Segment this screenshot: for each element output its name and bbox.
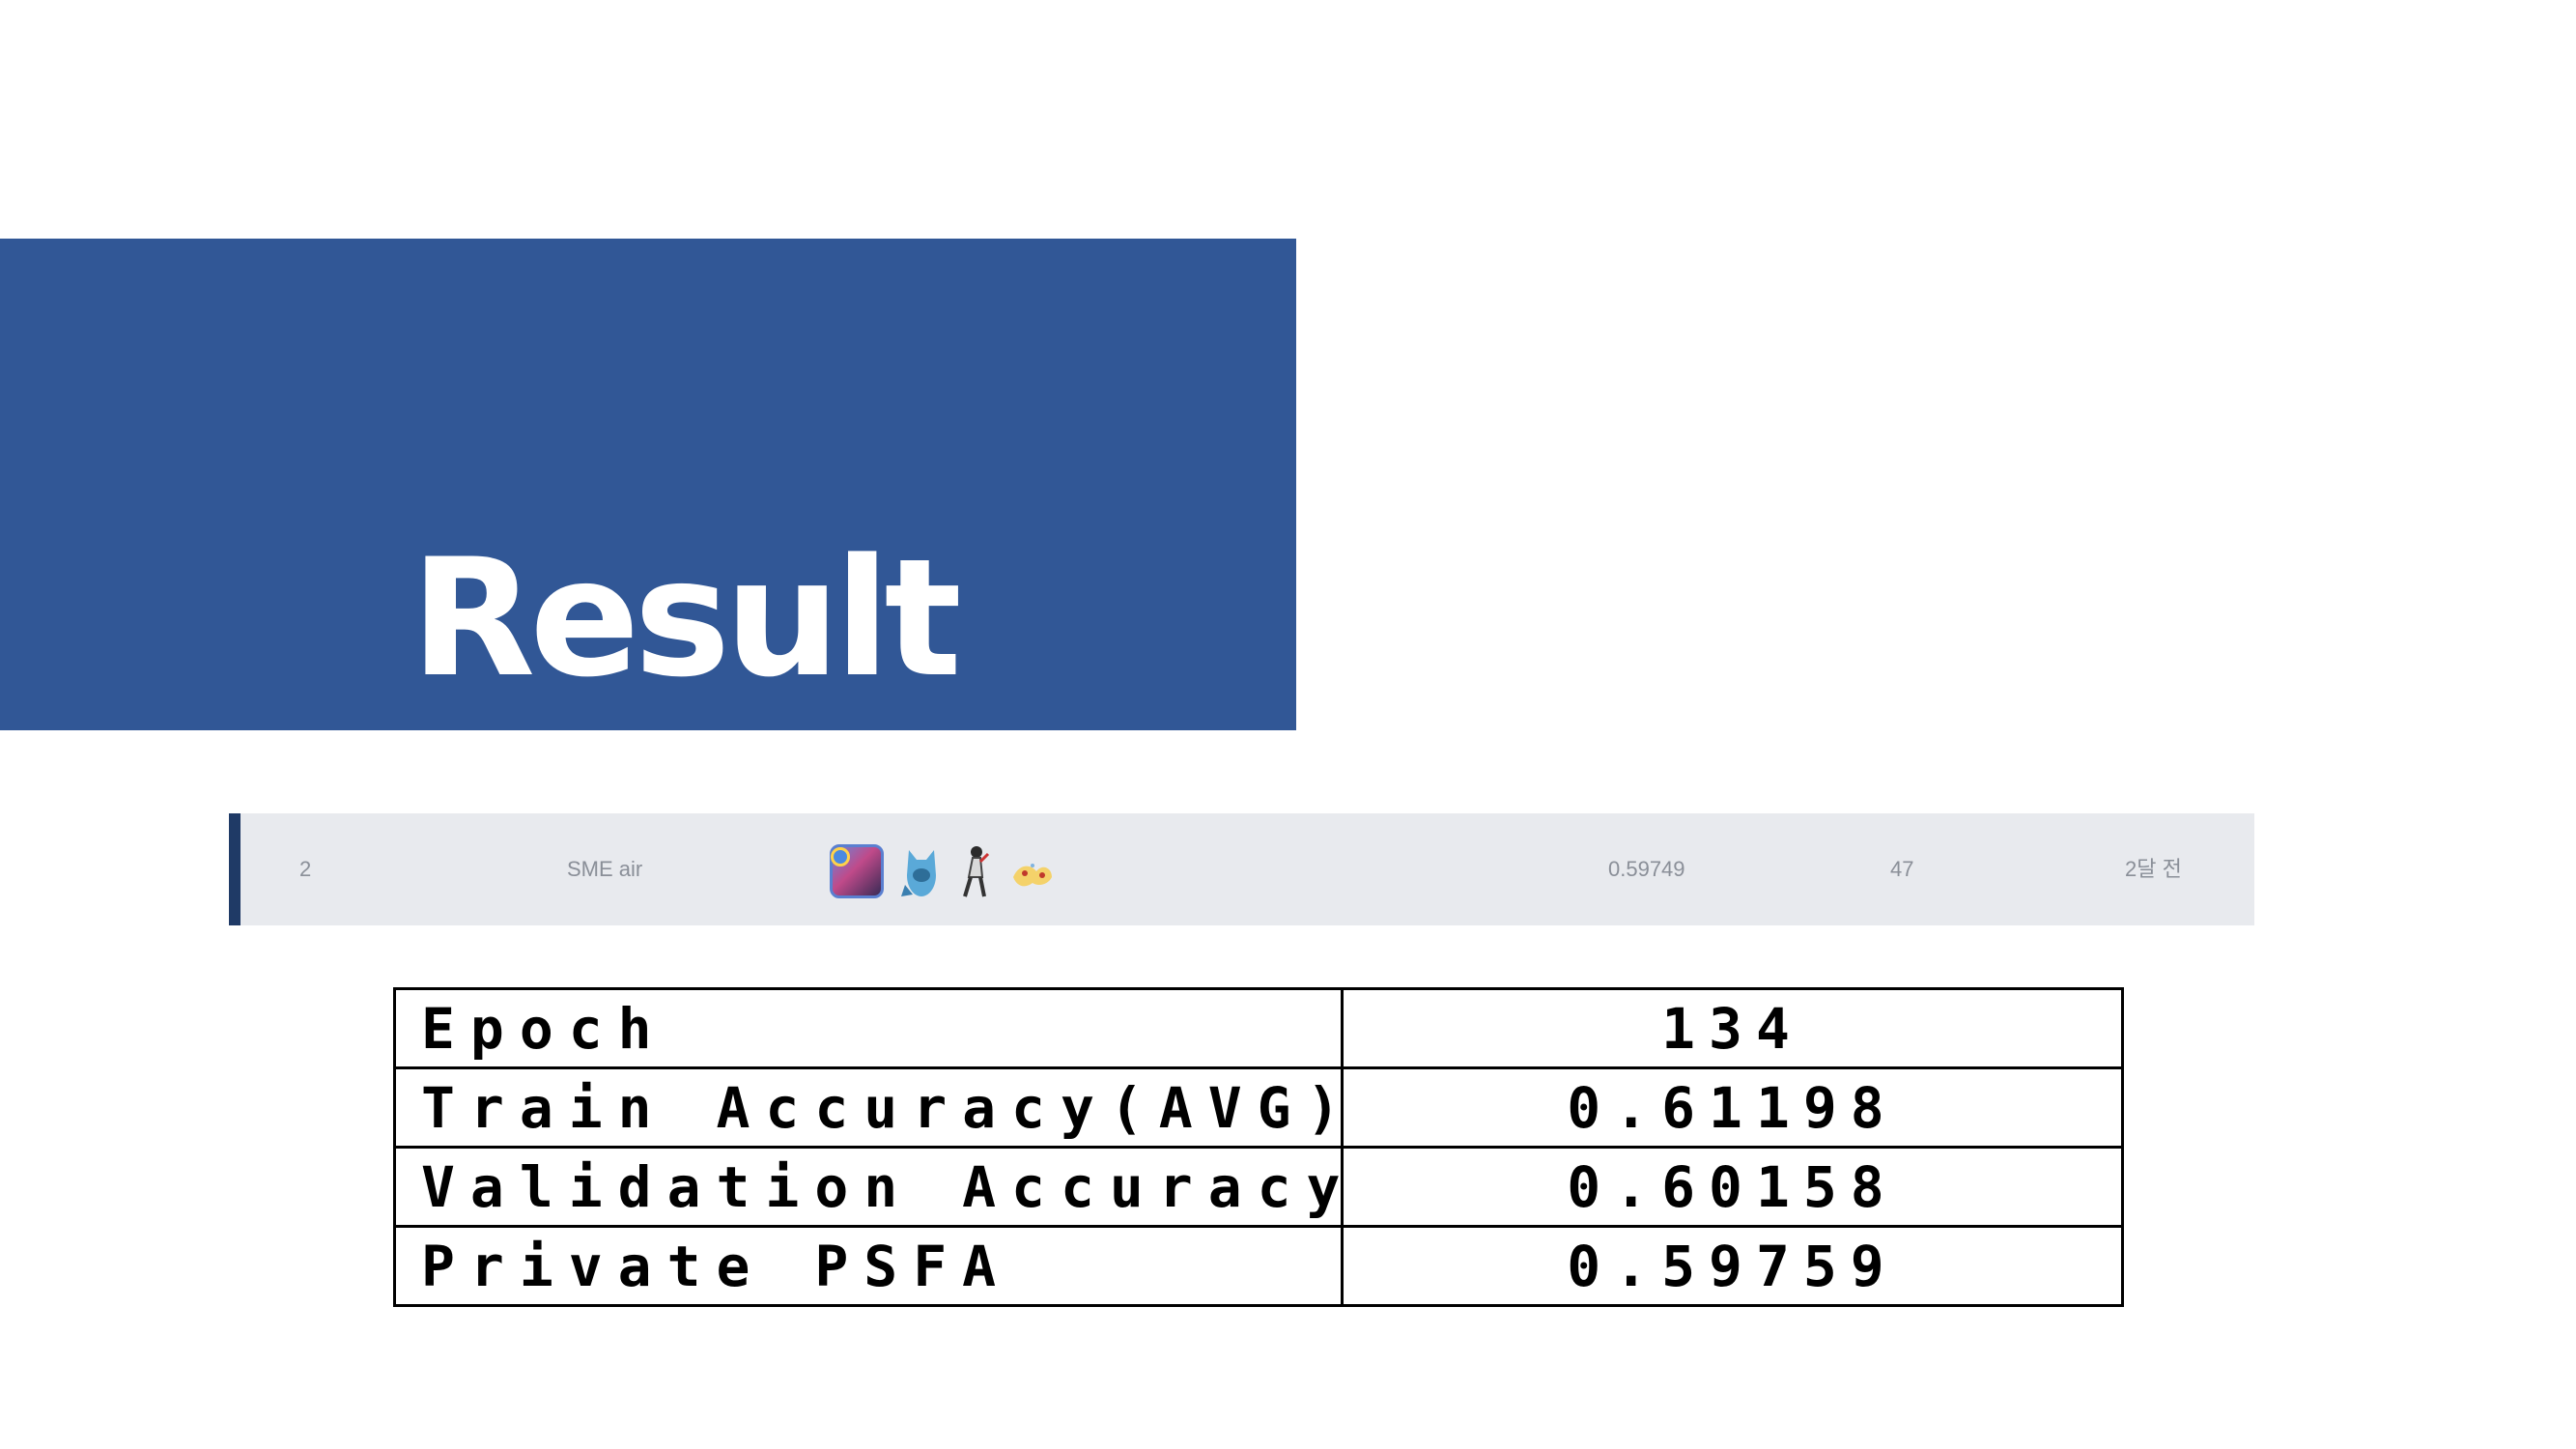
table-row: Epoch 134: [393, 987, 2124, 1069]
member-badge-icon: [831, 847, 850, 867]
leaderboard-score: 0.59749: [1608, 857, 1685, 881]
leaderboard-row-accent: [229, 813, 241, 925]
result-metric-value: 0.60158: [1341, 1146, 2124, 1228]
leaderboard-rank: 2: [299, 857, 312, 881]
member-avatar-4-icon[interactable]: [1009, 858, 1056, 891]
slide-title: Result: [410, 524, 962, 713]
table-row: Validation Accuracy 0.60158: [393, 1146, 2124, 1228]
results-table: Epoch 134 Train Accuracy(AVG) 0.61198 Valida…: [393, 987, 2124, 1307]
result-metric-label: Epoch: [393, 987, 1344, 1069]
result-metric-label: Validation Accuracy: [393, 1146, 1344, 1228]
result-metric-label: Private PSFA: [393, 1225, 1344, 1307]
result-metric-value: 0.59759: [1341, 1225, 2124, 1307]
member-avatar-3-icon[interactable]: [959, 844, 990, 900]
title-banner: [0, 239, 1296, 730]
table-row: Private PSFA 0.59759: [393, 1225, 2124, 1307]
leaderboard-last-submission: 2달 전: [2125, 857, 2182, 881]
leaderboard-entries: 47: [1890, 857, 1914, 881]
leaderboard-team-name[interactable]: SME air: [567, 857, 643, 881]
results-table-body: Epoch 134 Train Accuracy(AVG) 0.61198 Valida…: [393, 987, 2124, 1307]
leaderboard-row[interactable]: 2 SME air 0.59749 47 2달 전: [229, 813, 2254, 925]
table-row: Train Accuracy(AVG) 0.61198: [393, 1066, 2124, 1149]
result-metric-value: 0.61198: [1341, 1066, 2124, 1149]
result-metric-value: 134: [1341, 987, 2124, 1069]
leaderboard-team-members: [830, 831, 1081, 908]
member-avatar-1-icon[interactable]: [830, 844, 884, 898]
member-avatar-2-icon[interactable]: [899, 846, 944, 900]
result-metric-label: Train Accuracy(AVG): [393, 1066, 1344, 1149]
